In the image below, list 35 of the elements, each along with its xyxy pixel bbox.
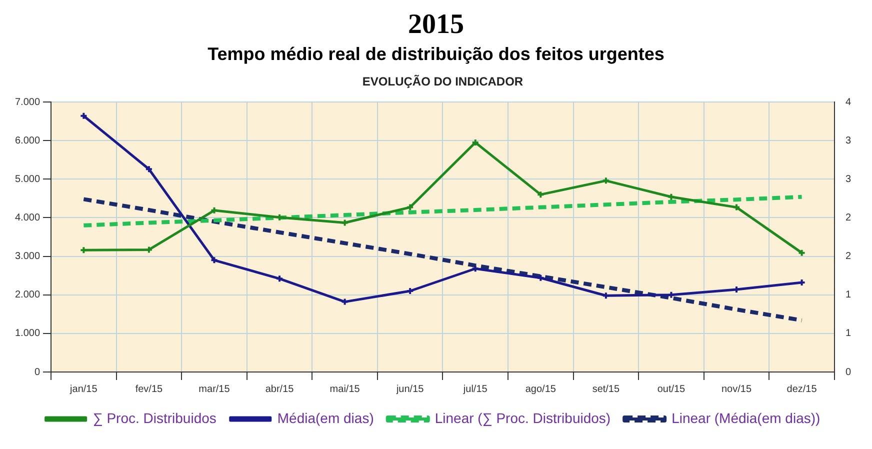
y-tick-label: 6.000	[14, 135, 40, 146]
y-tick-label: 2.000	[14, 290, 40, 301]
y-tick-label: 5.000	[14, 174, 40, 185]
x-tick-label: nov/15	[721, 384, 752, 395]
y-tick-label: 1.000	[14, 328, 40, 340]
x-tick-label: abr/15	[265, 384, 294, 395]
legend-label: Linear (Média(em dias))	[672, 410, 820, 426]
chart-title: 2015	[407, 8, 465, 42]
x-tick-label: ago/15	[525, 384, 556, 395]
y2-tick-label: 3	[845, 174, 852, 185]
y-tick-label: 7.000	[14, 96, 40, 108]
y2-tick-label: 1	[845, 290, 852, 301]
y-tick-label: 3.000	[14, 251, 40, 262]
x-tick-label: fev/15	[135, 384, 164, 395]
x-tick-label: jan/15	[69, 384, 98, 395]
x-tick-label: mar/15	[198, 384, 230, 395]
legend-label: Média(em dias)	[277, 410, 374, 426]
y2-tick-label: 2	[845, 212, 852, 224]
x-tick-label: out/15	[657, 384, 686, 395]
y2-tick-label: 3	[845, 135, 852, 146]
x-tick-label: jul/15	[462, 384, 488, 395]
x-tick-label: set/15	[592, 384, 620, 395]
y2-tick-label: 4	[845, 96, 852, 108]
chart-subtitle: Tempo médio real de distribuição dos feitos urgentes	[206, 43, 666, 66]
y2-tick-label: 0	[845, 366, 852, 378]
y-tick-label: 4.000	[14, 212, 40, 224]
legend-label: Linear (∑ Proc. Distribuidos)	[434, 410, 611, 426]
x-tick-label: mai/15	[330, 384, 360, 395]
y2-tick-label: 2	[845, 251, 852, 262]
y2-tick-label: 1	[845, 328, 852, 340]
legend-label: ∑ Proc. Distribuidos	[92, 410, 216, 426]
x-tick-label: jun/15	[395, 384, 424, 395]
text: EVOLUÇÃO DO INDICADOR	[362, 74, 524, 88]
x-tick-label: dez/15	[786, 384, 818, 395]
y-tick-label: 0	[34, 366, 40, 378]
